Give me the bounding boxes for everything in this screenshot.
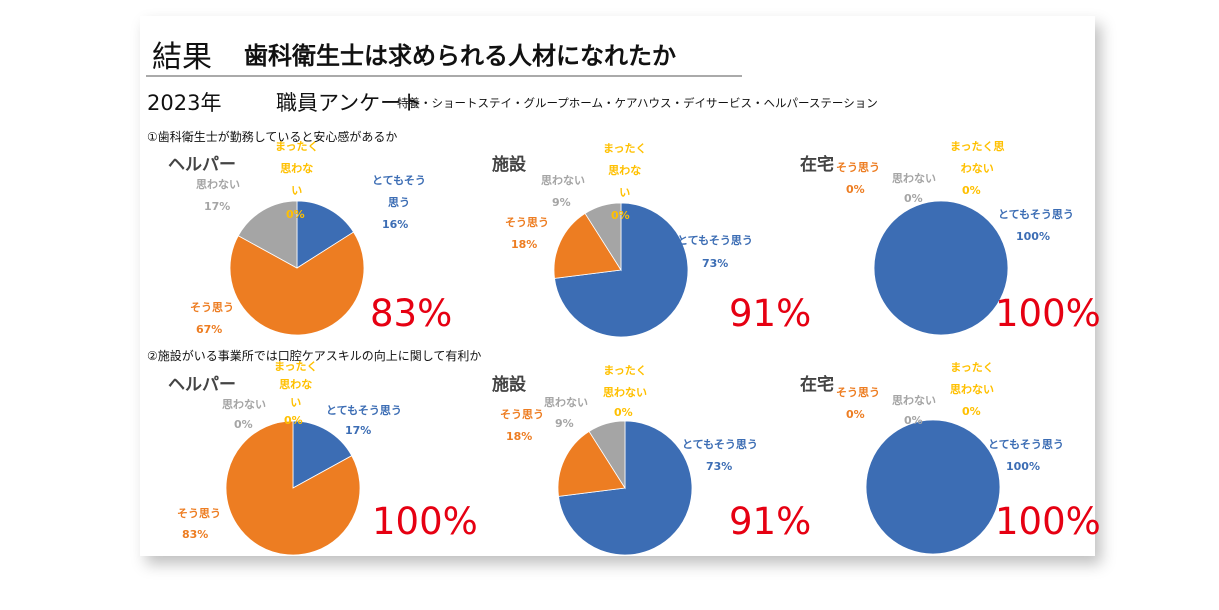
pie-slice-1 [225,420,361,556]
page-title: 歯科衛生士は求められる人材になれたか [244,42,676,70]
positive-total: 100% [995,292,1101,335]
data-label: まったく 思わない [950,361,994,396]
data-label: 思わない [222,398,266,411]
chart-title: 在宅 [800,375,834,395]
data-label: まったく 思わな い [274,360,318,409]
positive-total: 100% [995,500,1101,543]
data-label: 0% [904,414,923,427]
pie-slice-0 [292,420,353,489]
positive-total: 91% [729,292,812,335]
pie-slice-0 [296,200,355,269]
data-label: 0% [904,192,923,205]
chart-title: ヘルパー [168,375,236,395]
data-label: 83% [182,528,209,541]
data-label: 思わない [892,172,936,185]
pie-chart [553,202,689,338]
data-label: まったく思 わない [950,140,1005,175]
title-divider [146,75,742,77]
data-label: そう思う [505,216,549,229]
data-label: まったく 思わない [603,364,647,399]
data-label: 0% [286,208,305,221]
data-label: そう思う [836,161,880,174]
data-label: とてもそう思う [326,404,402,417]
data-label: 16% [382,218,409,231]
data-label: 67% [196,323,223,336]
chart-title: 在宅 [800,155,834,175]
pie-chart [557,420,693,556]
data-label: 73% [706,460,733,473]
question-2: ②施設がいる事業所では口腔ケアスキルの向上に関して有利か [147,349,482,363]
data-label: 思わない [892,394,936,407]
data-label: 0% [962,184,981,197]
survey-name: 職員アンケート [276,91,423,115]
data-label: 73% [702,257,729,270]
positive-total: 83% [370,292,453,335]
data-label: 0% [234,418,253,431]
data-label: とてもそう思う [682,438,758,451]
data-label: 100% [1006,460,1040,473]
survey-year: 2023年 [147,91,222,115]
data-label: 17% [204,200,231,213]
data-label: 思わない [541,174,585,187]
pie-slice-1 [553,212,622,279]
data-label: そう思う [177,507,221,520]
data-label: 思わない [544,396,588,409]
data-label: 0% [962,405,981,418]
pie-chart [229,200,365,336]
pie-slice-2 [237,200,298,269]
pie-slice-2 [588,420,626,490]
data-label: 0% [284,414,303,427]
data-label: そう思う [500,408,544,421]
title-prefix: 結果 [152,40,212,75]
positive-total: 91% [729,500,812,543]
data-label: 9% [555,417,574,430]
data-label: 17% [345,424,372,437]
data-label: 0% [846,183,865,196]
positive-total: 100% [372,500,478,543]
data-label: そう思う [836,386,880,399]
chart-title: ヘルパー [168,155,236,175]
data-label: とてもそう 思う [372,174,426,209]
data-label: 9% [552,196,571,209]
question-1: ①歯科衛生士が勤務していると安心感があるか [147,130,398,144]
pie-chart [873,200,1009,336]
pie-slice-1 [229,231,365,336]
data-label: そう思う [190,301,234,314]
data-label: まったく 思わな い [275,140,319,197]
data-label: 100% [1016,230,1050,243]
data-label: 0% [846,408,865,421]
data-label: とてもそう思う [998,208,1074,221]
pie-slice-1 [557,430,626,497]
pie-chart [225,420,361,556]
chart-title: 施設 [492,155,526,175]
data-label: とてもそう思う [988,438,1064,451]
data-label: 18% [511,238,538,251]
data-label: 0% [611,209,630,222]
pie-slice-0 [865,419,1001,555]
data-label: 思わない [196,178,240,191]
facility-list: 特養・ショートステイ・グループホーム・ケアハウス・デイサービス・ヘルパーステーシ… [397,96,878,110]
chart-title: 施設 [492,375,526,395]
pie-slice-2 [584,202,622,272]
data-label: とてもそう思う [677,234,753,247]
pie-slice-0 [873,200,1009,336]
pie-chart [865,419,1001,555]
data-label: 18% [506,430,533,443]
data-label: まったく 思わな い [603,142,647,199]
data-label: 0% [614,406,633,419]
